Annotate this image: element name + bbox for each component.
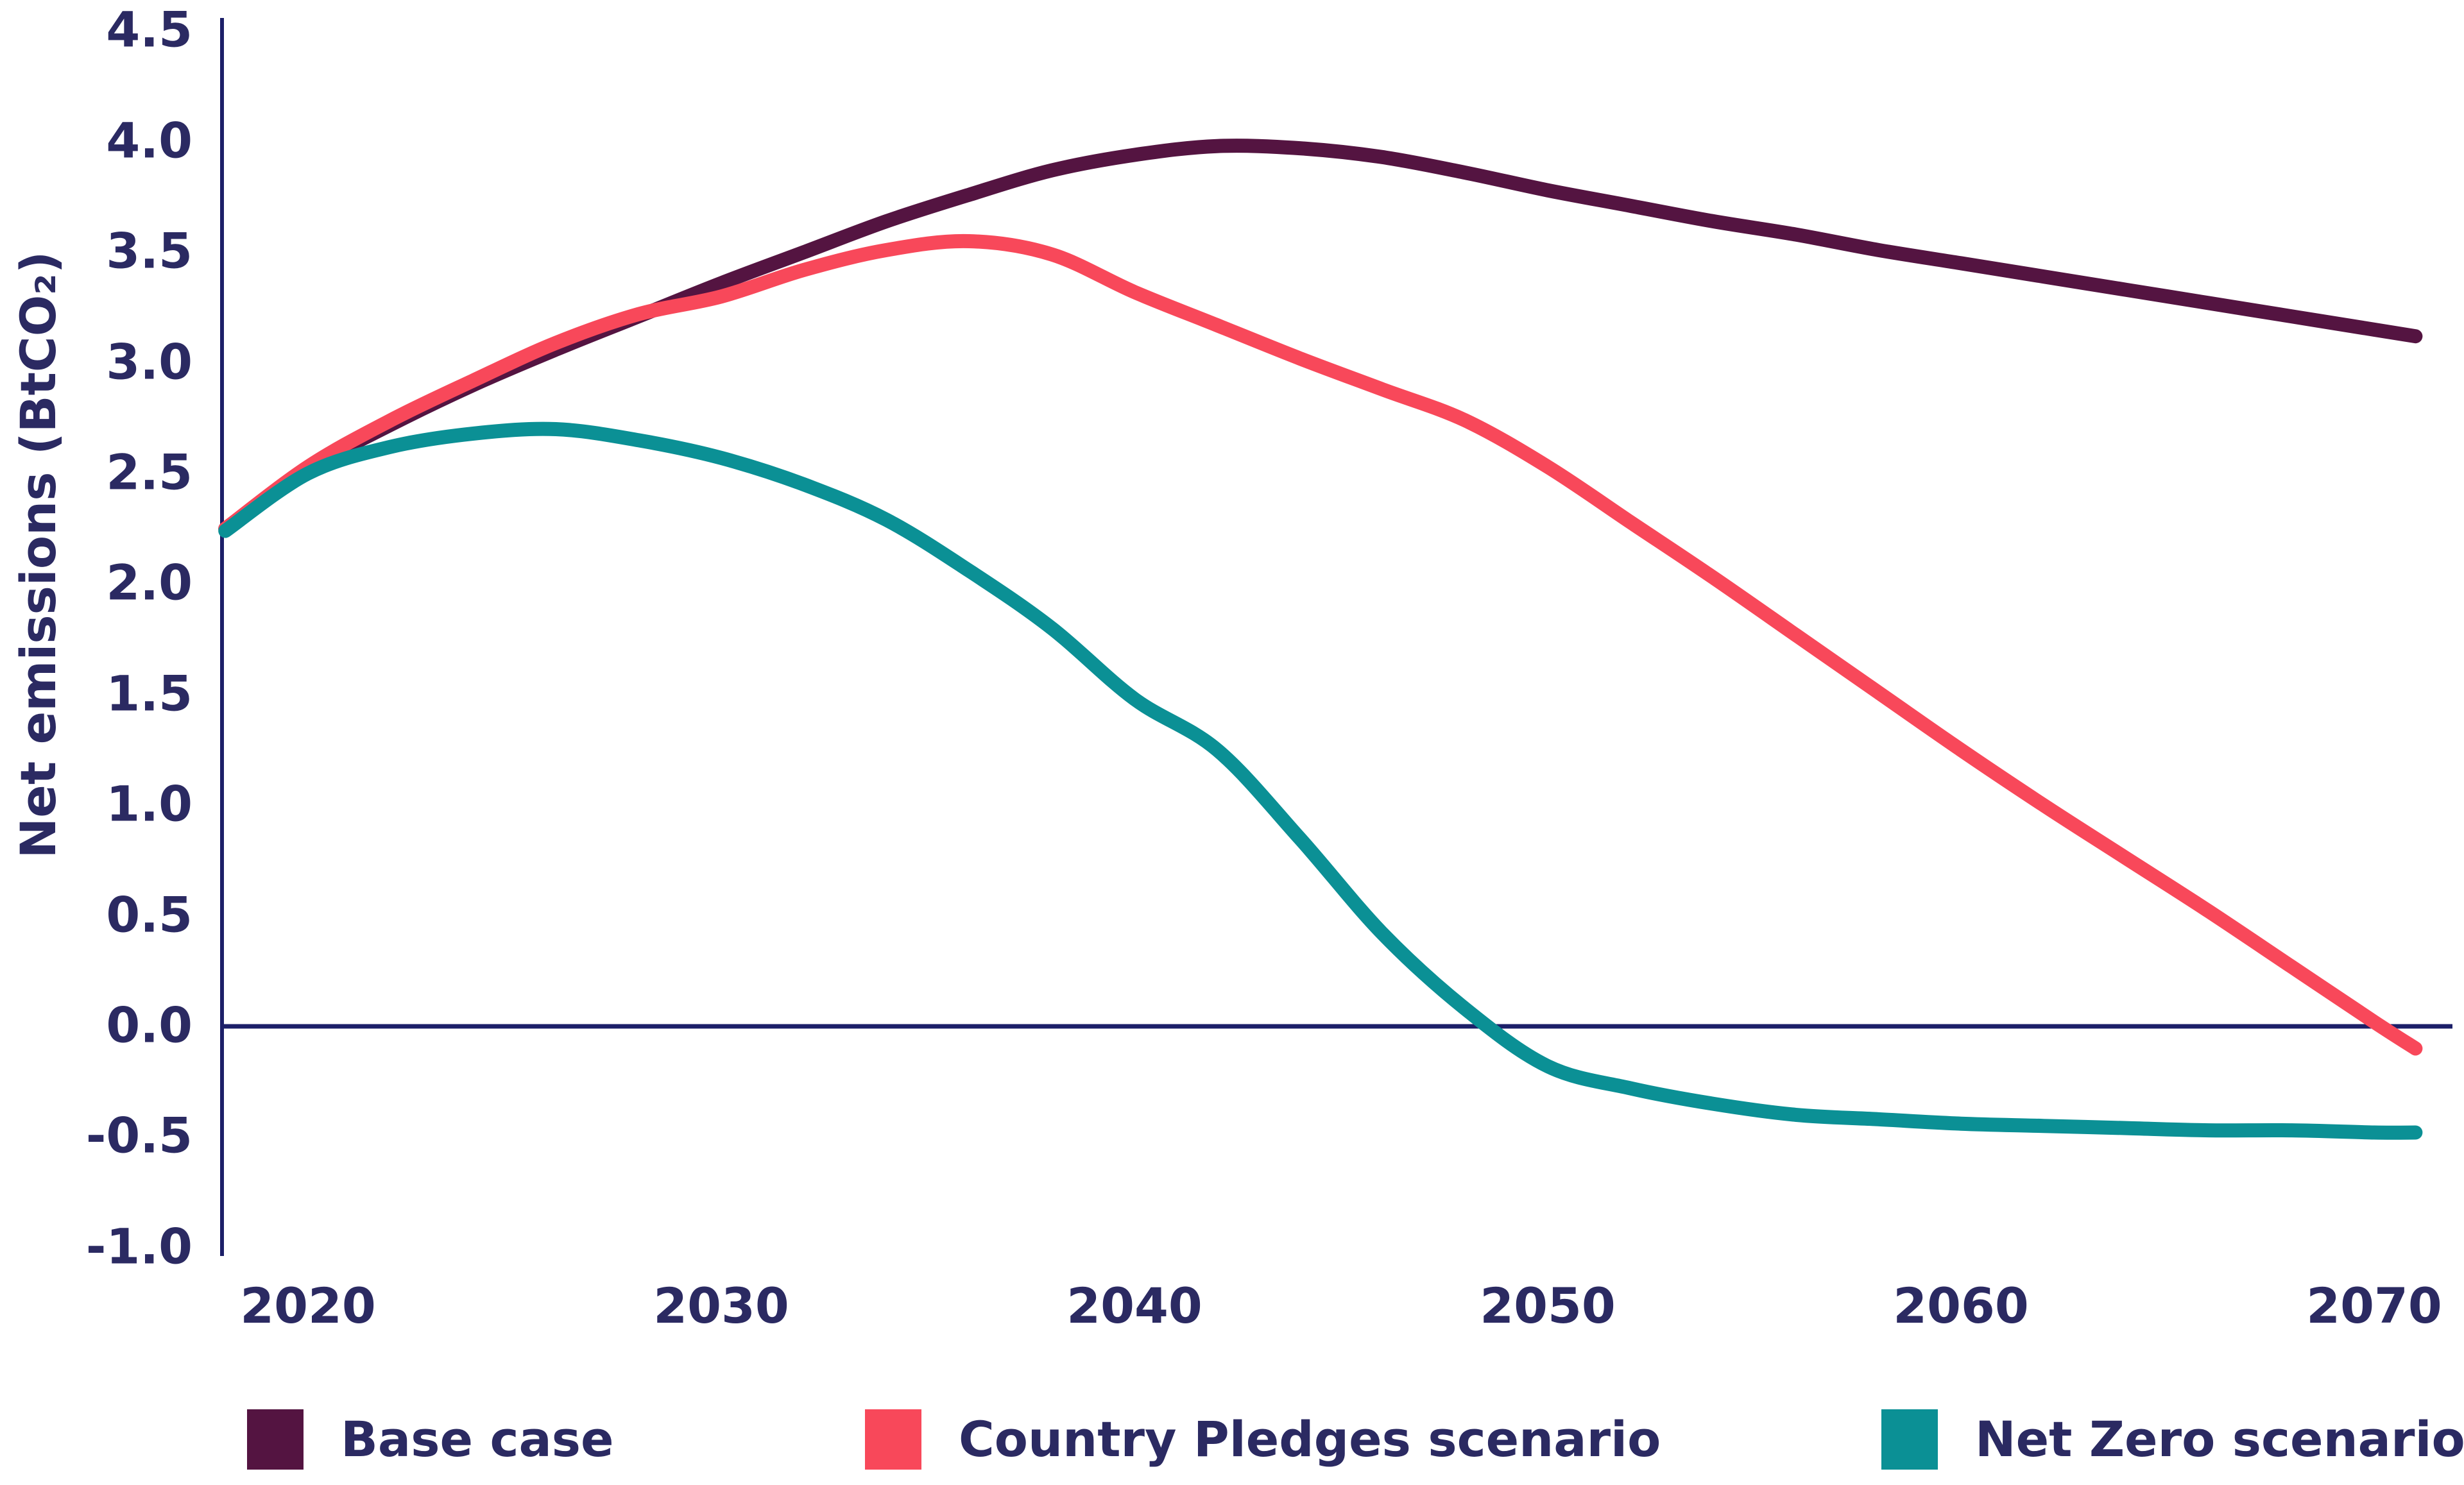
y-tick-label: 1.0 bbox=[106, 775, 193, 833]
y-tick-label: 2.0 bbox=[106, 554, 193, 611]
y-tick-label: 2.5 bbox=[106, 443, 193, 501]
y-tick-label: 4.5 bbox=[106, 1, 193, 58]
y-tick-label: 0.5 bbox=[106, 886, 193, 944]
y-tick-label: -0.5 bbox=[85, 1107, 193, 1164]
x-tick-label: 2050 bbox=[1480, 1277, 1616, 1334]
country-pledges-swatch bbox=[865, 1409, 921, 1470]
net-zero-swatch bbox=[1881, 1409, 1938, 1470]
net-zero-line bbox=[218, 421, 2423, 1140]
country-pledges-line bbox=[218, 233, 2423, 1056]
x-tick-label: 2020 bbox=[240, 1277, 376, 1334]
y-axis-title: Net emissions (BtCO₂) bbox=[10, 251, 67, 859]
legend-item-country-pledges: Country Pledges scenario bbox=[865, 1409, 1661, 1470]
x-tick-label: 2070 bbox=[2306, 1277, 2442, 1334]
x-tick-label: 2040 bbox=[1066, 1277, 1202, 1334]
y-tick-label: 4.0 bbox=[106, 112, 193, 169]
legend-label: Country Pledges scenario bbox=[959, 1411, 1661, 1468]
y-tick-label: 0.0 bbox=[106, 996, 193, 1054]
y-tick-label: 3.0 bbox=[106, 333, 193, 391]
x-tick-label: 2060 bbox=[1893, 1277, 2029, 1334]
base-case-swatch bbox=[247, 1409, 304, 1470]
y-tick-label: 1.5 bbox=[106, 665, 193, 722]
legend-label: Base case bbox=[341, 1411, 614, 1468]
x-tick-label: 2030 bbox=[653, 1277, 789, 1334]
legend-item-base-case: Base case bbox=[247, 1409, 614, 1470]
legend-label: Net Zero scenario bbox=[1975, 1411, 2464, 1468]
legend-item-net-zero: Net Zero scenario bbox=[1881, 1409, 2464, 1470]
y-tick-label: -1.0 bbox=[85, 1218, 193, 1275]
y-tick-label: 3.5 bbox=[106, 222, 193, 280]
chart-legend: Base case Country Pledges scenario Net Z… bbox=[0, 1409, 2464, 1473]
